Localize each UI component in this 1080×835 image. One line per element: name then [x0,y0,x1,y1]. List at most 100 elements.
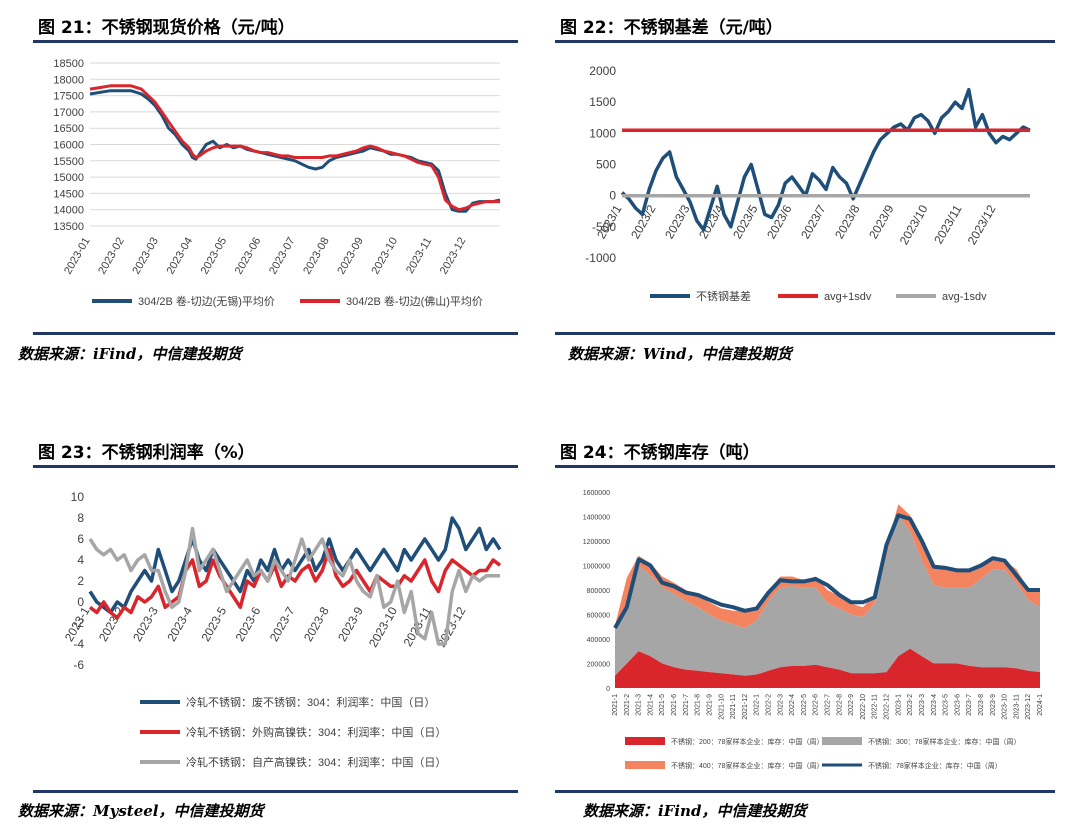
x-tick-label: 2021-2 [624,694,631,716]
figure-24-top-rule [555,465,1055,468]
x-tick-label: 2021-3 [636,694,643,716]
x-tick-label: 2022-11 [872,694,879,719]
x-tick-label: 2023/10 [897,202,931,247]
x-tick-label: 2023-1 [62,604,93,644]
y-tick-label: 16000 [53,140,84,152]
y-tick-label: 14000 [53,205,84,217]
legend-label: 冷轧不锈钢：自产高镍铁：304：利润率：中国（日） [186,755,446,769]
figure-22: 图 22：不锈钢基差（元/吨） -1000 -500 0 500 1000 1500 200… [540,0,1080,390]
legend-swatch [625,761,665,769]
x-tick-label: 2023-10 [1002,694,1009,720]
legend-label: avg-1sdv [942,291,987,303]
figure-21-top-rule [33,40,518,43]
y-tick-label: 400000 [587,637,610,644]
x-tick-label: 2021-10 [718,694,725,720]
x-tick-label: 2022-3 [777,694,784,716]
legend-label: 304/2B 卷-切边(佛山)平均价 [346,294,483,308]
x-tick-label: 2023/11 [931,202,965,246]
x-tick-label: 2023-4 [164,604,195,644]
x-tick-label: 2023-11 [1013,694,1020,719]
y-tick-label: 1000 [589,126,616,140]
y-tick-label: 8 [77,511,84,525]
x-tick-label: 2023-1 [895,694,902,716]
x-tick-label: 2022-5 [801,694,808,716]
x-tick-label: 2023/6 [764,202,795,241]
figure-23: 图 23：不锈钢利润率（%） -6 -4 -2 0 2 4 6 8 10 2023-1 2023-2… [0,425,540,835]
x-tick-label: 2023-10 [370,236,401,277]
x-tick-label: 2023-6 [954,694,961,716]
y-tick-label: 1200000 [583,539,610,546]
x-tick-label: 2022-12 [884,694,891,720]
series-line [88,526,500,646]
y-tick-label: 0 [609,189,616,203]
x-tick-label: 2023-06 [233,236,264,277]
x-tick-label: 2022-6 [813,694,820,716]
y-tick-label: 1600000 [583,490,610,497]
chart-24: 0 200000 400000 600000 800000 1000000 1200000 1… [583,490,1044,770]
y-tick-label: 600000 [587,613,610,620]
y-tick-label: 17500 [53,91,84,103]
series-line [89,84,500,212]
x-tick-label: 2023-11 [404,236,434,276]
x-tick-label: 2022-4 [789,694,796,716]
y-tick-label: 4 [77,553,84,567]
legend-swatch [822,737,862,745]
x-tick-label: 2023-5 [943,694,950,716]
x-tick-label: 2023/12 [965,202,999,247]
x-tick-label: 2022-9 [848,694,855,716]
x-tick-label: 2021-7 [683,694,690,716]
x-tick-label: 2023-04 [165,236,196,277]
y-tick-label: 1000000 [583,564,610,571]
x-tick-label: 2023-3 [919,694,926,716]
x-tick-label: 2023-9 [990,694,997,716]
figure-24-source: 数据来源：iFind，中信建投期货 [583,802,807,820]
figure-21-source: 数据来源：iFind，中信建投期货 [18,345,242,363]
y-tick-label: 1400000 [583,515,610,522]
x-tick-label: 2023-2 [907,694,914,716]
figure-21: 图 21：不锈钢现货价格（元/吨） 13500 14000 14500 15000 15… [0,0,540,390]
chart-21: 13500 14000 14500 15000 15500 16000 16500 17000… [53,58,501,308]
y-tick-label: -500 [592,220,616,234]
y-tick-label: 15000 [53,172,84,184]
x-tick-label: 2022-10 [860,694,867,720]
y-tick-label: 200000 [587,662,610,669]
y-tick-label: -6 [73,658,84,672]
x-tick-label: 2022-1 [754,694,761,716]
y-tick-label: 13500 [53,221,84,233]
x-tick-label: 2023-09 [335,236,366,277]
x-tick-label: 2024-1 [1037,694,1044,716]
y-tick-label: -2 [73,616,84,630]
figure-23-title: 图 23：不锈钢利润率（%） [38,443,255,463]
y-tick-label: 2 [77,574,84,588]
x-tick-label: 2023-5 [198,604,229,644]
x-tick-label: 2023-01 [62,236,93,277]
y-tick-label: 500 [596,158,616,172]
y-tick-label: 0 [77,595,84,609]
x-tick-label: 2021-8 [695,694,702,716]
x-tick-label: 2023-12 [1025,694,1032,720]
legend-swatch [625,737,665,745]
legend-label: 304/2B 卷-切边(无锡)平均价 [138,294,275,308]
figure-24-bottom-rule [555,790,1055,793]
x-tick-label: 2023-12 [438,236,469,277]
figure-22-top-rule [555,40,1055,43]
x-tick-label: 2023-9 [335,604,366,644]
x-tick-label: 2021-5 [659,694,666,716]
x-tick-label: 2021-4 [647,694,654,716]
y-tick-label: -4 [73,637,84,651]
x-tick-label: 2023-08 [301,236,332,277]
legend-label: 不锈钢：78家样本企业：库存：中国（周） [868,761,1002,770]
y-tick-label: -1000 [585,251,616,265]
figure-24: 图 24：不锈钢库存（吨） 0 200000 400000 600000 800000 1… [540,425,1080,835]
figure-23-bottom-rule [33,790,518,793]
series-line-total [613,513,1040,629]
series-line [88,516,502,615]
figure-21-bottom-rule [33,332,518,335]
x-tick-label: 2023/3 [662,202,693,241]
x-tick-label: 2023-8 [301,604,332,644]
y-tick-label: 2000 [589,64,616,78]
x-tick-label: 2023-3 [130,604,161,644]
x-tick-label: 2021-9 [706,694,713,716]
x-tick-label: 2023/9 [866,202,897,241]
